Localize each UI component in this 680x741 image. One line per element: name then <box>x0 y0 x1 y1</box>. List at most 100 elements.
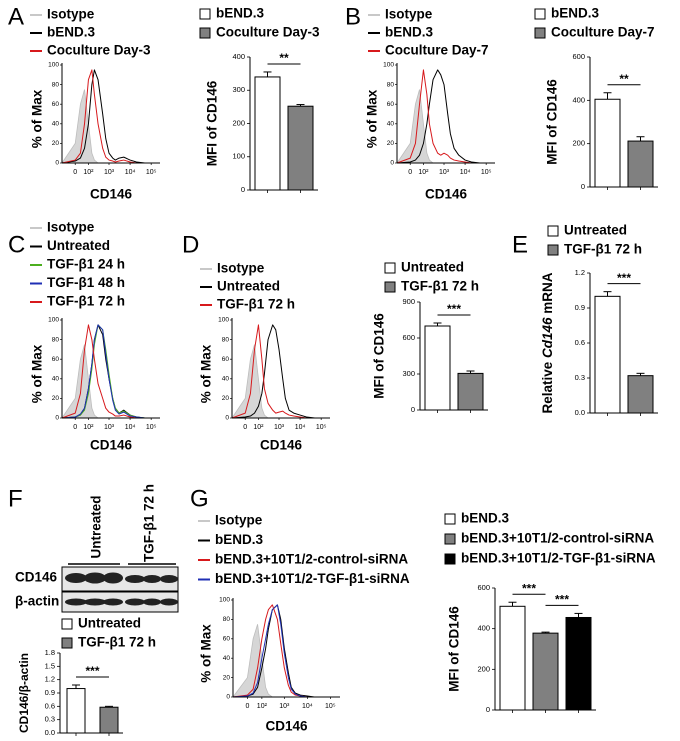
x-tick-label: 0 <box>408 169 412 176</box>
y-tick-label: 60 <box>223 636 231 643</box>
y-tick-label: 300 <box>402 369 415 378</box>
x-axis-label: CD146 <box>265 719 308 734</box>
x-tick-label: 10⁵ <box>481 169 492 176</box>
histogram-area <box>231 344 315 419</box>
y-axis-label: MFI of CD146 <box>545 79 560 165</box>
legend-label: Untreated <box>47 238 110 253</box>
legend-label: TGF-β1 72 h <box>78 635 156 650</box>
y-tick-label: 1.2 <box>575 268 585 277</box>
bar <box>287 105 314 191</box>
legend-label: bEND.3+10T1/2-TGF-β1-siRNA <box>215 571 410 586</box>
x-tick-label: 10⁵ <box>146 169 157 176</box>
significance-label: *** <box>555 593 569 607</box>
y-axis-label: % of Max <box>365 89 380 148</box>
panel-label: G <box>190 485 209 512</box>
x-tick-label: 0 <box>243 424 247 431</box>
panel-label: C <box>8 231 25 258</box>
y-tick-label: 20 <box>223 674 231 681</box>
bar-chart: 0 200 400 600 ** <box>572 52 658 191</box>
panel-label: B <box>345 3 361 30</box>
y-tick-label: 1.2 <box>45 675 55 684</box>
x-axis-label: CD146 <box>90 187 133 202</box>
legend-label: bEND.3+10T1/2-control-siRNA <box>215 552 408 567</box>
y-tick-label: 80 <box>52 81 60 88</box>
y-tick-label: 80 <box>387 81 395 88</box>
bar <box>254 76 281 191</box>
histogram: 0 20 40 60 80 100 0 10² 10³ 10⁴ 10⁵ CD146 <box>48 62 160 202</box>
histogram-line <box>231 324 315 419</box>
x-tick-label: 10⁵ <box>316 424 327 431</box>
y-tick-label: 0.0 <box>575 408 585 417</box>
y-axis-label: Relative Cd146 mRNA <box>540 272 555 413</box>
y-tick-label: 600 <box>572 52 585 61</box>
legend-swatch <box>61 637 73 649</box>
legend-swatch <box>547 225 559 237</box>
y-tick-label: 100 <box>48 317 59 324</box>
bar <box>627 375 654 414</box>
y-tick-label: 0.9 <box>575 303 585 312</box>
bar <box>594 98 621 188</box>
y-tick-label: 1.8 <box>45 648 55 657</box>
x-tick-label: 10² <box>257 703 268 710</box>
bar-chart: 0 200 400 600 *** *** <box>477 581 596 714</box>
legend-label: Untreated <box>401 260 464 275</box>
y-tick-label: 200 <box>572 139 585 148</box>
histogram-line <box>61 324 145 419</box>
lane-label: TGF-β1 72 h <box>142 484 157 562</box>
y-tick-label: 60 <box>222 356 230 363</box>
legend-label: Untreated <box>564 223 627 238</box>
histogram-area <box>396 89 480 164</box>
legend-swatch <box>534 27 546 39</box>
y-tick-label: 100 <box>219 597 230 604</box>
legend-label: Isotype <box>215 513 263 528</box>
y-tick-label: 0.6 <box>575 338 585 347</box>
histogram-line <box>396 69 480 164</box>
histogram: 0 20 40 60 80 100 0 10² 10³ 10⁴ 10⁵ CD146 <box>48 317 160 453</box>
legend-swatch <box>384 281 396 293</box>
significance-label: *** <box>85 664 99 678</box>
y-tick-label: 1.5 <box>45 661 55 670</box>
y-tick-label: 0 <box>55 415 59 422</box>
legend-swatch <box>199 27 211 39</box>
y-tick-label: 20 <box>52 140 60 147</box>
y-tick-label: 900 <box>402 297 415 306</box>
y-tick-label: 0 <box>226 694 230 701</box>
y-tick-label: 100 <box>383 62 394 69</box>
x-tick-label: 0 <box>73 169 77 176</box>
significance-label: *** <box>447 302 461 316</box>
legend-label: Isotype <box>47 220 95 235</box>
legend-swatch <box>199 8 211 20</box>
y-axis-label: MFI of CD146 <box>372 313 387 399</box>
x-tick-label: 10² <box>418 169 429 176</box>
y-tick-label: 80 <box>222 336 230 343</box>
y-tick-label: 0.6 <box>45 701 55 710</box>
legend-label: TGF-β1 72 h <box>47 294 125 309</box>
bar <box>627 140 654 188</box>
y-tick-label: 60 <box>52 101 60 108</box>
y-tick-label: 80 <box>52 336 60 343</box>
histogram-line <box>61 324 145 419</box>
y-tick-label: 0 <box>486 705 490 714</box>
histogram: 0 20 40 60 80 100 0 10² 10³ 10⁴ 10⁵ CD146 <box>218 317 330 453</box>
x-tick-label: 10³ <box>439 169 450 176</box>
x-tick-label: 10³ <box>279 703 290 710</box>
panel-label: A <box>8 3 24 30</box>
y-tick-label: 0 <box>390 160 394 167</box>
x-tick-label: 10⁴ <box>125 424 136 431</box>
legend-label: TGF-β1 72 h <box>564 242 642 257</box>
x-axis-label: CD146 <box>425 187 468 202</box>
histogram-line <box>396 69 480 164</box>
bar <box>499 605 526 711</box>
y-axis-label: MFI of CD146 <box>447 606 462 692</box>
legend-label: bEND.3+10T1/2-control-siRNA <box>461 531 654 546</box>
legend-swatch <box>547 244 559 256</box>
bar <box>532 632 559 711</box>
y-tick-label: 400 <box>477 624 490 633</box>
legend-label: Isotype <box>385 7 433 22</box>
legend-label: bEND.3 <box>461 511 510 526</box>
significance-label: ** <box>279 51 289 65</box>
x-axis-label: CD146 <box>260 438 303 453</box>
y-tick-label: 0.3 <box>45 715 55 724</box>
x-tick-label: 10⁴ <box>295 424 306 431</box>
